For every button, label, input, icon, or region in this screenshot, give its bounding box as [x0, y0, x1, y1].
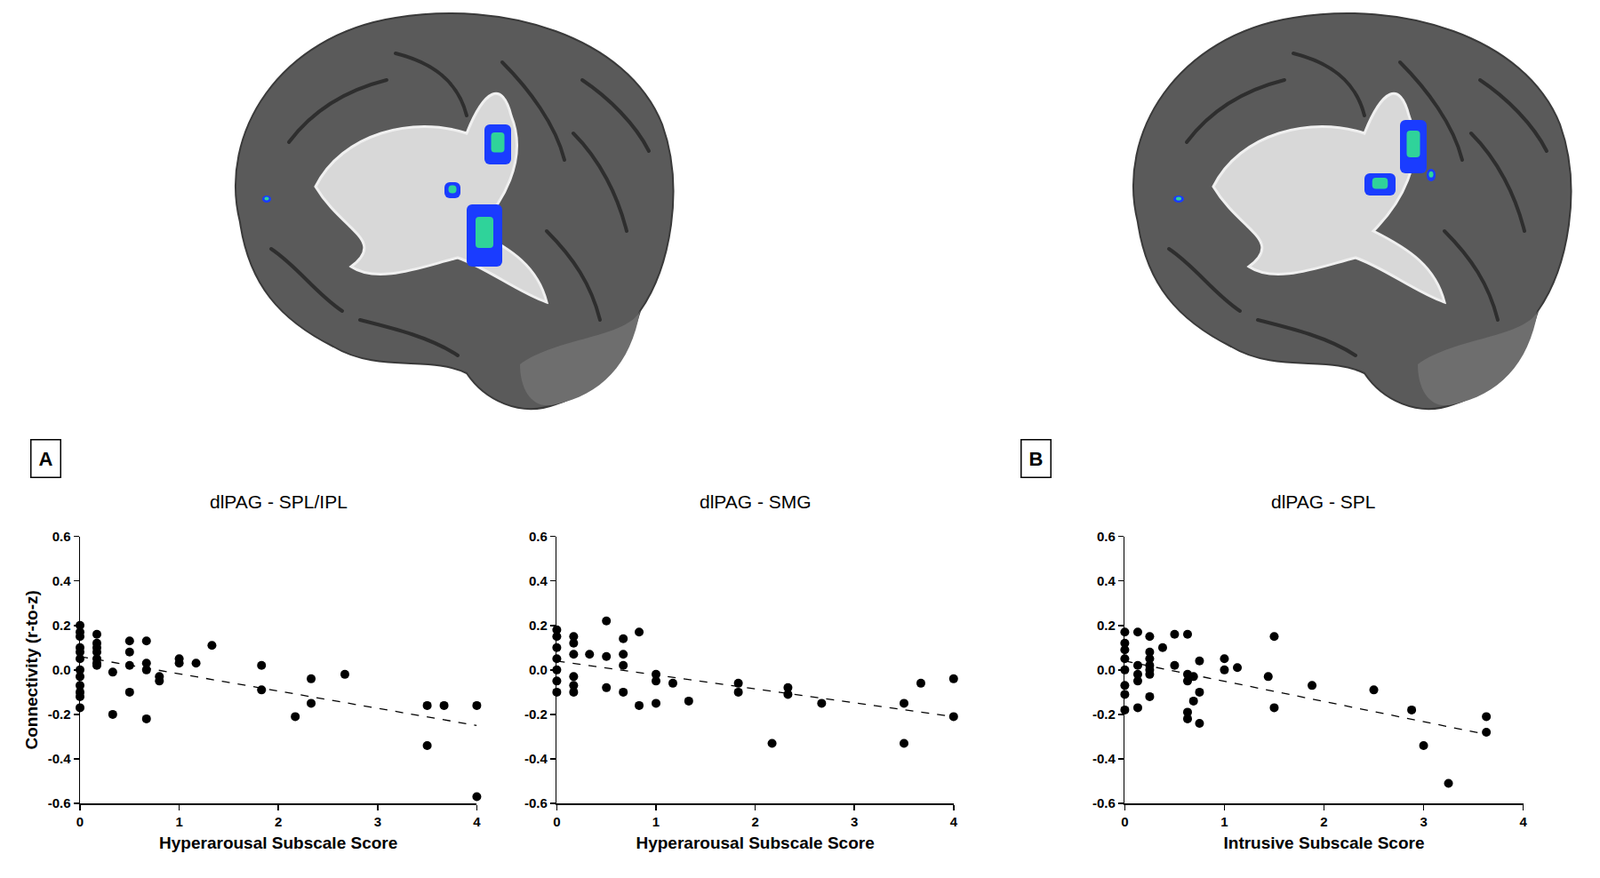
svg-text:0.4: 0.4: [52, 573, 72, 589]
svg-text:4: 4: [1519, 814, 1528, 830]
svg-text:Hyperarousal Subscale Score: Hyperarousal Subscale Score: [635, 833, 874, 853]
svg-text:0.6: 0.6: [52, 528, 72, 544]
svg-text:1: 1: [1220, 814, 1228, 830]
svg-text:-0.6: -0.6: [524, 795, 548, 811]
svg-text:2: 2: [274, 814, 282, 830]
svg-text:1: 1: [652, 814, 660, 830]
svg-text:0.0: 0.0: [528, 662, 548, 678]
svg-text:0.6: 0.6: [528, 528, 548, 544]
svg-text:B: B: [1029, 448, 1044, 471]
svg-text:A: A: [39, 448, 54, 471]
svg-text:0.2: 0.2: [528, 617, 548, 633]
svg-text:0.2: 0.2: [52, 617, 72, 633]
svg-text:2: 2: [1320, 814, 1328, 830]
svg-text:-0.4: -0.4: [48, 751, 72, 767]
svg-text:0.6: 0.6: [1096, 528, 1116, 544]
svg-text:1: 1: [175, 814, 183, 830]
svg-text:0: 0: [552, 814, 560, 830]
svg-text:3: 3: [850, 814, 858, 830]
svg-text:3: 3: [374, 814, 382, 830]
svg-text:2: 2: [751, 814, 759, 830]
svg-text:dlPAG - SPL: dlPAG - SPL: [1271, 491, 1376, 512]
svg-text:0.4: 0.4: [1096, 573, 1117, 589]
svg-text:-0.2: -0.2: [524, 706, 548, 722]
svg-text:-0.4: -0.4: [1092, 751, 1117, 767]
svg-text:0: 0: [76, 814, 84, 830]
svg-text:dlPAG - SMG: dlPAG - SMG: [699, 491, 812, 512]
svg-text:Hyperarousal Subscale Score: Hyperarousal Subscale Score: [159, 833, 398, 853]
svg-text:0.2: 0.2: [1096, 617, 1116, 633]
svg-text:4: 4: [472, 814, 481, 830]
svg-text:-0.2: -0.2: [48, 706, 72, 722]
svg-text:-0.6: -0.6: [1092, 795, 1116, 811]
svg-text:4: 4: [950, 814, 959, 830]
svg-text:dlPAG - SPL/IPL: dlPAG - SPL/IPL: [209, 491, 348, 512]
svg-text:3: 3: [1419, 814, 1427, 830]
svg-text:Connectivity (r-to-z): Connectivity (r-to-z): [22, 590, 41, 750]
svg-text:-0.2: -0.2: [1092, 706, 1116, 722]
svg-text:0.0: 0.0: [1096, 662, 1116, 678]
svg-text:0.4: 0.4: [528, 573, 549, 589]
svg-text:Intrusive Subscale Score: Intrusive Subscale Score: [1224, 833, 1425, 853]
svg-text:-0.4: -0.4: [524, 751, 549, 767]
svg-text:0.0: 0.0: [52, 662, 72, 678]
svg-text:0: 0: [1120, 814, 1128, 830]
svg-text:-0.6: -0.6: [48, 795, 72, 811]
